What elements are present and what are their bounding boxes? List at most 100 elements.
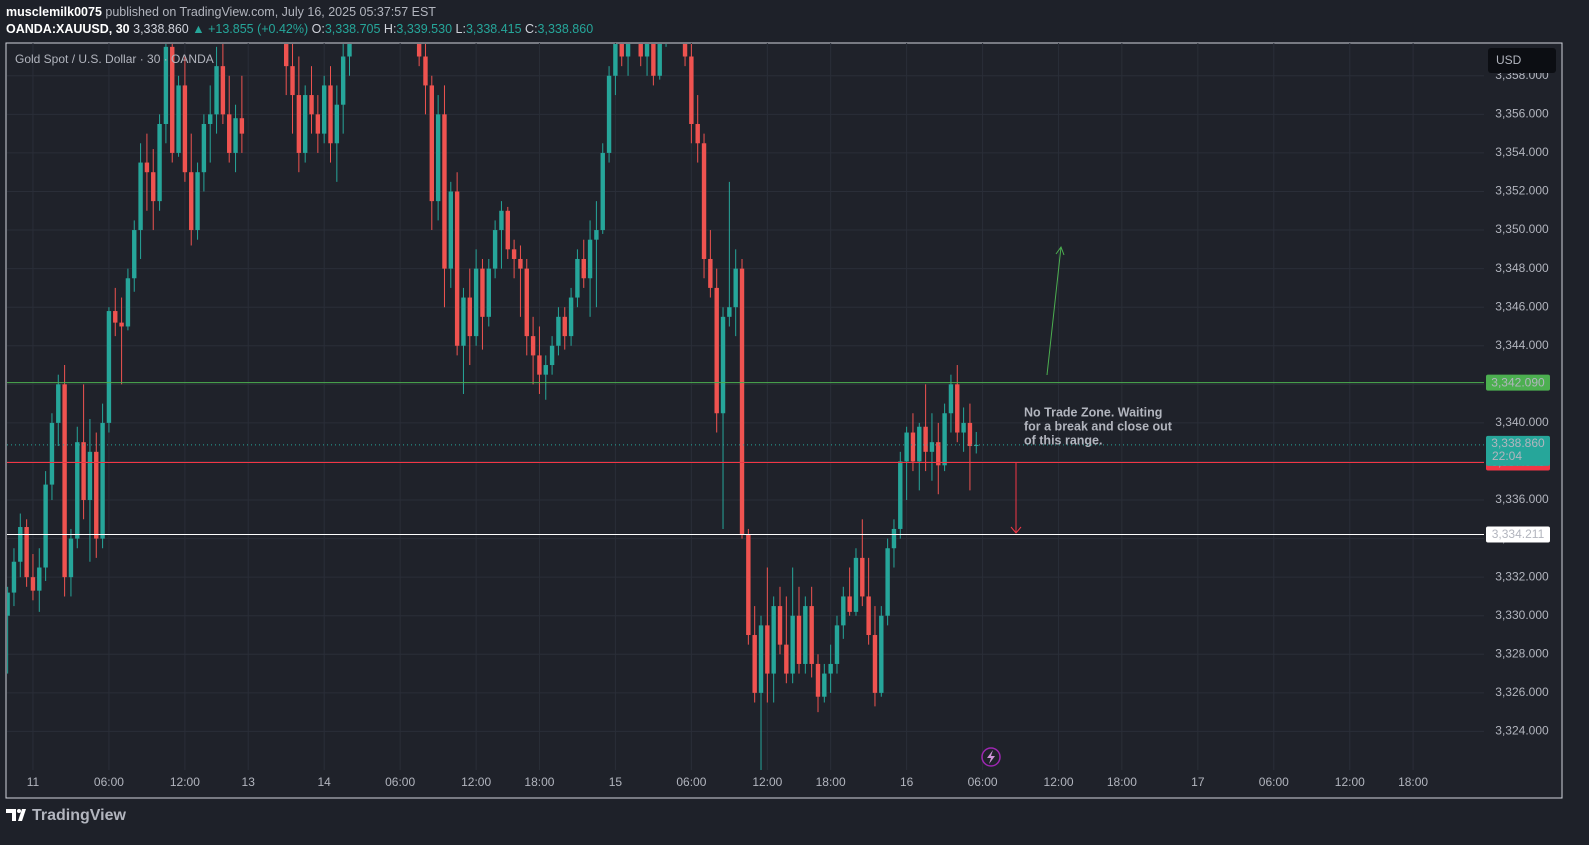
candle-body	[499, 210, 504, 231]
candle-body	[379, 0, 383, 8]
y-tick-label: 3,324.000	[1495, 724, 1549, 738]
candle-body	[948, 384, 954, 414]
candle-body	[49, 422, 55, 485]
candle-body	[486, 268, 491, 317]
price: 3,338.860	[133, 22, 189, 36]
x-tick-label: 12:00	[461, 775, 491, 789]
candle-body	[891, 528, 897, 549]
candle-body	[651, 44, 656, 76]
last-price-tag	[1486, 435, 1550, 466]
candle-body	[113, 311, 118, 323]
annotation: No Trade Zone. Waiting	[1024, 405, 1162, 419]
candle-body	[233, 118, 238, 153]
candle-body	[68, 538, 74, 578]
candle-body	[208, 114, 213, 124]
candle-body	[866, 596, 871, 636]
candle-body	[910, 432, 916, 462]
currency-button[interactable]	[1488, 48, 1556, 73]
candle-body	[670, 8, 674, 18]
candle-body	[151, 172, 156, 202]
candle-body	[442, 114, 447, 269]
level-tag	[1486, 374, 1550, 391]
candle-body	[411, 3, 415, 18]
candle-body	[214, 66, 219, 115]
candle-body	[227, 114, 232, 153]
candle-body	[239, 118, 245, 134]
candle-body	[581, 258, 586, 279]
publish-line: musclemilk0075 published on TradingView.…	[6, 4, 593, 21]
quote-line: OANDA:XAUUSD, 30 3,338.860 ▲ +13.855 (+0…	[6, 21, 593, 38]
candle-body	[771, 606, 776, 674]
alert-icon[interactable]	[981, 747, 1001, 767]
candle-body	[594, 230, 599, 240]
candle-body	[278, 0, 282, 18]
candle-body	[784, 644, 789, 674]
candle-body	[638, 44, 643, 57]
y-tick-label: 3,328.000	[1495, 646, 1549, 660]
candle-body	[385, 0, 389, 8]
brand: TradingView	[32, 807, 127, 824]
candle-body	[62, 384, 67, 578]
x-tick-label: 12:00	[1044, 775, 1074, 789]
candle-body	[315, 114, 321, 134]
candle-body	[480, 268, 485, 317]
candle-body	[296, 95, 302, 153]
candle-body	[657, 44, 662, 76]
currency[interactable]: USD	[1496, 53, 1522, 67]
candle-body	[917, 426, 922, 462]
candle-body	[87, 451, 93, 501]
annotation: of this range.	[1024, 433, 1102, 447]
y-tick-label: 3,332.000	[1495, 569, 1549, 583]
axes: 3,324.000 3,326.000 3,328.000 3,330.000 3,33…	[27, 68, 1550, 789]
candle-body	[664, 18, 668, 37]
candle-body	[340, 56, 346, 105]
ohlc-value: 3,339.530	[396, 22, 453, 36]
candle-body	[354, 0, 358, 28]
candle-body	[739, 268, 745, 535]
ohlc-key: H:	[383, 22, 397, 36]
candle-body	[492, 230, 498, 269]
candle-body	[423, 56, 428, 86]
y-tick-label: 3,354.000	[1495, 145, 1549, 159]
candle-body	[125, 278, 131, 327]
candle-body	[549, 345, 555, 366]
candle-body	[18, 527, 23, 562]
candle-body	[695, 123, 700, 144]
candle-body	[562, 316, 567, 337]
x-tick-label: 12:00	[1335, 775, 1365, 789]
x-tick-label: 06:00	[968, 775, 998, 789]
candle-body	[720, 316, 726, 414]
candle-body	[106, 311, 112, 423]
symbol: OANDA:XAUUSD, 30	[6, 22, 130, 36]
x-tick-label: 06:00	[676, 775, 706, 789]
candle-body	[841, 596, 846, 626]
candle-body	[454, 191, 460, 346]
x-tick-label: 12:00	[752, 775, 782, 789]
y-tick-label: 3,348.000	[1495, 261, 1549, 275]
candle-body	[56, 384, 61, 423]
y-tick-label: 3,344.000	[1495, 338, 1549, 352]
candle-body	[7, 592, 10, 616]
x-tick-label: 06:00	[385, 775, 415, 789]
y-tick-label: 3,350.000	[1495, 222, 1549, 236]
ohlc-value: 3,338.705	[324, 22, 381, 36]
candle-body	[302, 95, 308, 153]
candle-body	[182, 85, 188, 173]
chart-title: Gold Spot / U.S. Dollar · 30 · OANDA	[15, 52, 214, 66]
candle-body	[290, 66, 295, 96]
ohlc-value: 3,338.415	[465, 22, 522, 36]
y-tick-label: 3,326.000	[1495, 685, 1549, 699]
x-tick-label: 15	[609, 775, 623, 789]
candle-body	[606, 75, 612, 153]
y-tick-label: 3,346.000	[1495, 299, 1549, 313]
chart-frame	[5, 42, 1563, 799]
y-tick-label: 3,356.000	[1495, 107, 1549, 121]
candle-body	[879, 615, 884, 693]
x-tick-label: 14	[317, 775, 331, 789]
level-tag	[1486, 526, 1550, 543]
annotation: for a break and close out	[1024, 419, 1173, 433]
candle-body	[872, 635, 878, 693]
candle-body	[43, 484, 48, 568]
candle-body	[929, 442, 935, 452]
